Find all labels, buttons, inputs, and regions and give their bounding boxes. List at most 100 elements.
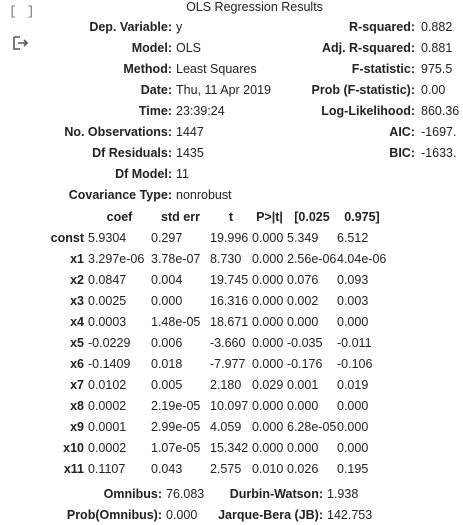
table-row: x8 0.0002 2.19e-05 10.097 0.000 0.000 0.000 [46, 395, 387, 416]
table-cell: 0.010 [252, 461, 284, 476]
table-cell: 0.003 [337, 293, 369, 308]
table-cell: 0.1107 [88, 461, 126, 476]
model-info-row: Df Model: 11 [46, 163, 463, 184]
table-cell: 0.297 [151, 230, 183, 245]
table-row: x4 0.0003 1.48e-05 18.671 0.000 0.000 0.000 [46, 311, 387, 332]
table-row: x6 -0.1409 0.018 -7.977 0.000 -0.176 -0.106 [46, 353, 387, 374]
table-cell: 0.000 [151, 293, 183, 308]
table-cell: 1.07e-05 [151, 440, 201, 455]
table-cell: 0.005 [151, 377, 183, 392]
stat-value: -1633. [421, 145, 457, 160]
diagnostics-table: Omnibus: 76.083 Durbin-Watson: 1.938 Prob(Om… [46, 483, 387, 525]
table-cell: 19.996 [210, 230, 249, 245]
table-cell: 0.000 [252, 440, 284, 455]
row-label: x4 [70, 314, 84, 329]
table-cell: 2.99e-05 [151, 419, 201, 434]
model-info-row: Time: 23:39:24 Log-Likelihood: 860.36 [46, 100, 463, 121]
stat-value: -1697. [421, 124, 457, 139]
table-cell: 0.000 [252, 230, 284, 245]
column-header [46, 206, 88, 227]
table-cell: 2.19e-05 [151, 398, 201, 413]
row-label: x8 [70, 398, 84, 413]
stat-value [421, 184, 463, 205]
model-info-row: Covariance Type: nonrobust [46, 184, 463, 205]
stat-value: 76.083 [166, 486, 205, 501]
stat-value: 0.00 [421, 82, 446, 97]
stat-label: Df Model: [115, 166, 172, 181]
model-info-row: No. Observations: 1447 AIC: -1697. [46, 121, 463, 142]
table-cell: -0.1409 [88, 356, 131, 371]
stat-value: Least Squares [176, 61, 257, 76]
stat-label [298, 184, 421, 205]
row-label: x3 [70, 293, 84, 308]
table-cell: -7.977 [210, 356, 246, 371]
table-cell: 0.195 [337, 461, 369, 476]
table-cell: 0.000 [337, 398, 369, 413]
table-cell: -0.011 [337, 335, 372, 350]
table-cell: 0.004 [151, 272, 183, 287]
table-cell: 5.349 [287, 230, 319, 245]
stat-value: nonrobust [176, 187, 232, 202]
column-header: t [228, 209, 234, 224]
diagnostics-row: Prob(Omnibus): 0.000 Jarque-Bera (JB): 142.… [46, 504, 387, 525]
table-cell: 4.059 [210, 419, 242, 434]
stat-value: Thu, 11 Apr 2019 [176, 82, 271, 97]
table-cell: -0.176 [287, 356, 323, 371]
stat-label: Durbin-Watson: [229, 486, 323, 501]
model-info-table: Dep. Variable: y R-squared: 0.882 Model: OLS A… [46, 16, 463, 205]
row-label: const [50, 230, 84, 245]
row-label: x7 [70, 377, 84, 392]
table-cell: 2.575 [210, 461, 242, 476]
table-cell: 3.78e-07 [151, 251, 201, 266]
stat-value: 1447 [176, 124, 204, 139]
row-label: x11 [63, 461, 84, 476]
table-cell: 0.000 [287, 398, 319, 413]
table-cell: 0.000 [252, 419, 284, 434]
table-cell: 6.512 [337, 230, 369, 245]
table-row: x3 0.0025 0.000 16.316 0.000 0.002 0.003 [46, 290, 387, 311]
table-cell: 0.000 [252, 335, 284, 350]
stat-value: y [176, 19, 183, 34]
stat-value: 1.938 [327, 486, 359, 501]
cell-gutter: [ ] [0, 0, 44, 525]
table-cell: 0.000 [252, 398, 284, 413]
stat-label: Omnibus: [103, 486, 162, 501]
stat-value: 0.000 [166, 507, 198, 522]
model-info-row: Df Residuals: 1435 BIC: -1633. [46, 142, 463, 163]
column-header: [0.025 [294, 209, 330, 224]
table-row: x5 -0.0229 0.006 -3.660 0.000 -0.035 -0.011 [46, 332, 387, 353]
table-cell: 0.000 [337, 419, 369, 434]
table-cell: 15.342 [210, 440, 249, 455]
table-cell: -0.0229 [88, 335, 131, 350]
cell-prompt[interactable]: [ ] [9, 4, 36, 19]
stat-value [421, 163, 463, 184]
table-cell: 0.000 [287, 440, 319, 455]
table-cell: 8.730 [210, 251, 242, 266]
output-redirect-icon[interactable] [12, 35, 30, 51]
stat-value: 860.36 [421, 103, 460, 118]
table-cell: 0.000 [252, 251, 284, 266]
model-info-row: Date: Thu, 11 Apr 2019 Prob (F-statistic):… [46, 79, 463, 100]
stat-label: Covariance Type: [68, 187, 172, 202]
table-cell: 0.000 [252, 272, 284, 287]
table-cell: 0.000 [337, 440, 369, 455]
column-header: P>|t| [256, 209, 283, 224]
table-cell: 0.002 [287, 293, 319, 308]
table-cell: 0.0102 [88, 377, 127, 392]
stat-value: 975.5 [421, 61, 453, 76]
table-row: x9 0.0001 2.99e-05 4.059 0.000 6.28e-05 0.000 [46, 416, 387, 437]
diagnostics-row: Omnibus: 76.083 Durbin-Watson: 1.938 [46, 483, 387, 504]
table-row: x10 0.0002 1.07e-05 15.342 0.000 0.000 0.000 [46, 437, 387, 458]
table-cell: 2.180 [210, 377, 242, 392]
table-cell: 0.000 [252, 356, 284, 371]
stat-value: 142.753 [327, 507, 373, 522]
table-cell: 10.097 [210, 398, 249, 413]
stat-label: Dep. Variable: [89, 19, 172, 34]
stat-value: 1435 [176, 145, 204, 160]
row-label: x10 [63, 440, 84, 455]
table-cell: 0.006 [151, 335, 183, 350]
row-label: x2 [70, 272, 84, 287]
column-header: coef [106, 209, 133, 224]
row-label: x1 [70, 251, 84, 266]
table-cell: 3.297e-06 [88, 251, 145, 266]
